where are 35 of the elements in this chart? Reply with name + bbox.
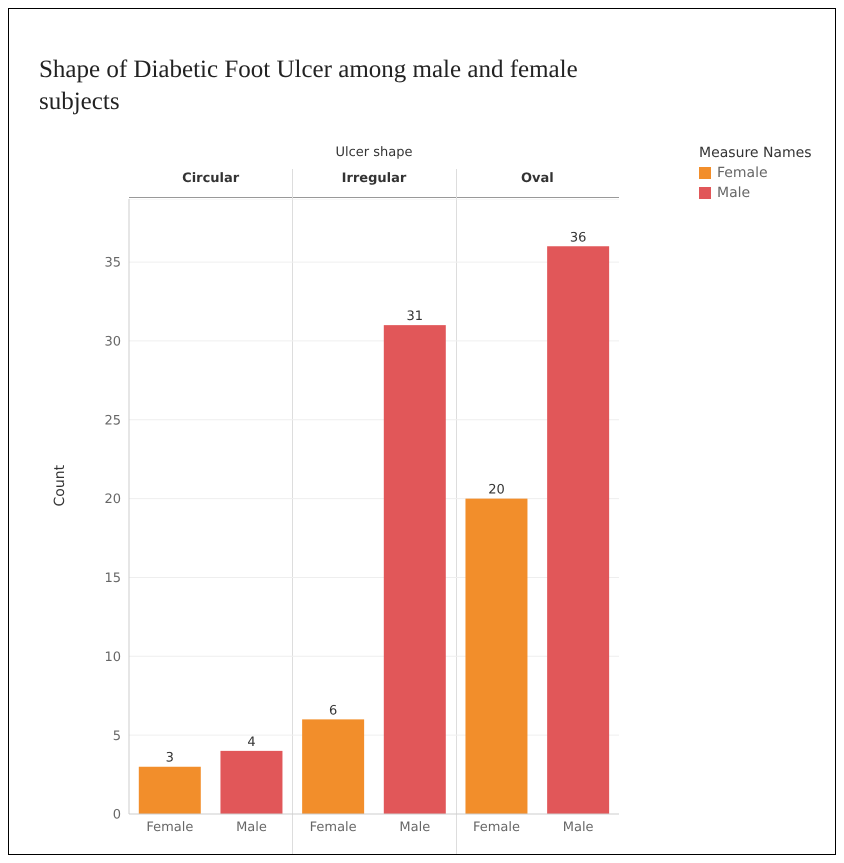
y-tick-label: 35: [104, 256, 121, 271]
y-tick-label: 25: [104, 413, 121, 428]
bar: [302, 719, 364, 814]
chart-title: Shape of Diabetic Foot Ulcer among male and female subjects: [39, 55, 579, 117]
data-label: 31: [406, 309, 424, 324]
bar: [465, 498, 528, 814]
y-tick-label: 10: [104, 650, 121, 665]
bar: [547, 246, 610, 814]
text: Irregular: [340, 171, 408, 186]
data-label: 4: [247, 734, 256, 750]
x-tick-label: Female: [310, 820, 357, 836]
legend-label: Female: [716, 165, 769, 181]
y-tick-label: 5: [112, 728, 121, 744]
y-axis-title: Count: [52, 464, 68, 506]
legend-title: Measure Names: [699, 145, 812, 161]
x-tick-label: Male: [236, 820, 267, 836]
data-label: 3: [166, 750, 174, 766]
x-tick-label: Female: [472, 820, 520, 836]
text: Ulcer shape: [334, 145, 414, 160]
bar: [220, 750, 282, 814]
y-tick-label: 0: [112, 808, 121, 823]
text: Oval: [520, 171, 555, 186]
y-tick-label: 30: [104, 334, 121, 350]
bar: [384, 325, 446, 814]
data-label: 36: [570, 230, 586, 246]
text: Circular: [181, 171, 240, 186]
data-label: 20: [488, 482, 505, 498]
x-tick-label: Female: [146, 820, 194, 836]
data-label: 6: [328, 703, 338, 718]
y-tick-label: 20: [104, 492, 121, 508]
x-tick-label: Male: [399, 820, 430, 836]
bar: [138, 766, 201, 814]
y-tick-label: 15: [104, 571, 121, 586]
x-tick-label: Male: [562, 820, 594, 836]
legend-label: Male: [716, 185, 752, 201]
